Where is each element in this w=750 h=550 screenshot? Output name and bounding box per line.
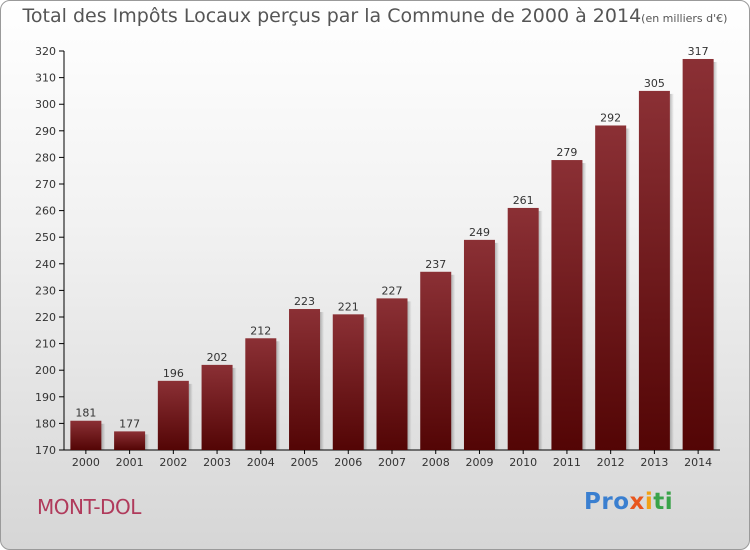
bar-shadow — [320, 312, 325, 450]
x-tick-label: 2003 — [203, 456, 231, 469]
bar — [157, 380, 189, 450]
data-label: 223 — [294, 295, 315, 308]
y-tick-label: 290 — [35, 125, 56, 138]
bar — [201, 364, 233, 450]
logo-part-2: x — [629, 489, 645, 515]
chart-title-main: Total des Impôts Locaux perçus par la Co… — [22, 5, 642, 27]
x-tick-label: 2007 — [378, 456, 406, 469]
x-tick-label: 2002 — [159, 456, 187, 469]
bar-shadow — [276, 341, 281, 450]
y-tick-label: 240 — [35, 258, 56, 271]
y-tick-label: 250 — [35, 231, 56, 244]
y-tick-label: 280 — [35, 151, 56, 164]
y-tick-label: 190 — [35, 391, 56, 404]
data-label: 305 — [644, 77, 665, 90]
data-label: 212 — [250, 324, 271, 337]
bar — [463, 239, 495, 450]
bar-shadow — [407, 301, 412, 450]
bar — [70, 420, 102, 450]
bar — [289, 309, 321, 450]
y-tick-label: 200 — [35, 364, 56, 377]
x-tick-label: 2009 — [465, 456, 493, 469]
bar-shadow — [713, 61, 718, 450]
data-label: 317 — [688, 45, 709, 58]
bar-shadow — [538, 210, 543, 450]
y-tick-label: 320 — [35, 45, 56, 58]
data-label: 249 — [469, 226, 490, 239]
bar-shadow — [451, 274, 456, 450]
y-tick-label: 180 — [35, 417, 56, 430]
x-axis: 2000 2001 2002 2003 2004 2005 2006 2007 2008 2009… — [64, 449, 720, 469]
bar-shadow — [582, 163, 587, 450]
y-tick-label: 170 — [35, 444, 56, 457]
data-label: 237 — [425, 258, 446, 271]
bars — [70, 58, 718, 451]
y-tick-label: 260 — [35, 205, 56, 218]
y-axis: 170 180 190 200 210 220 230 240 250 260 270 280 290 3… — [35, 45, 65, 457]
bar — [595, 125, 627, 450]
chart-title: Total des Impôts Locaux perçus par la Co… — [1, 5, 749, 27]
data-label: 196 — [163, 367, 184, 380]
bar — [682, 58, 714, 450]
x-tick-label: 2011 — [553, 456, 581, 469]
y-tick-label: 230 — [35, 284, 56, 297]
bar-shadow — [188, 383, 193, 450]
bar — [420, 271, 452, 450]
bar — [245, 338, 277, 450]
y-tick-label: 210 — [35, 338, 56, 351]
data-label: 202 — [207, 351, 228, 364]
y-tick-label: 310 — [35, 72, 56, 85]
bar — [114, 431, 146, 450]
bar — [376, 298, 408, 450]
bar-shadow — [145, 434, 150, 450]
logo-part-3: i — [644, 489, 654, 515]
bar-shadow — [626, 128, 631, 450]
bar — [638, 90, 670, 451]
commune-name: MONT-DOL — [37, 495, 141, 519]
chart-title-unit: (en milliers d'€) — [641, 12, 728, 25]
data-label: 227 — [382, 284, 403, 297]
bar-shadow — [232, 367, 237, 450]
x-tick-label: 2004 — [247, 456, 275, 469]
bar-shadow — [669, 93, 674, 451]
x-tick-label: 2005 — [291, 456, 319, 469]
proxiti-logo[interactable]: Proxiti — [584, 489, 673, 515]
bar — [551, 160, 583, 450]
bar — [507, 207, 539, 450]
x-tick-label: 2000 — [72, 456, 100, 469]
data-label: 292 — [600, 111, 621, 124]
data-label: 177 — [119, 417, 140, 430]
y-tick-label: 220 — [35, 311, 56, 324]
bar-shadow — [101, 423, 106, 450]
data-label: 221 — [338, 300, 359, 313]
value-labels: 181 177 196 202 212 223 221 227 237 249 261 279 292 3… — [75, 45, 708, 430]
logo-part-1: Pro — [584, 489, 630, 515]
x-tick-label: 2014 — [684, 456, 712, 469]
data-label: 261 — [513, 194, 534, 207]
data-label: 279 — [556, 146, 577, 159]
x-tick-label: 2013 — [640, 456, 668, 469]
bar-shadow — [363, 317, 368, 450]
y-tick-label: 300 — [35, 98, 56, 111]
x-tick-label: 2008 — [422, 456, 450, 469]
bar — [332, 314, 364, 450]
y-tick-label: 270 — [35, 178, 56, 191]
x-tick-label: 2010 — [509, 456, 537, 469]
x-tick-label: 2001 — [116, 456, 144, 469]
logo-part-4: ti — [653, 489, 674, 515]
x-tick-label: 2006 — [334, 456, 362, 469]
data-label: 181 — [75, 407, 96, 420]
bar-shadow — [494, 242, 499, 450]
x-tick-label: 2012 — [597, 456, 625, 469]
